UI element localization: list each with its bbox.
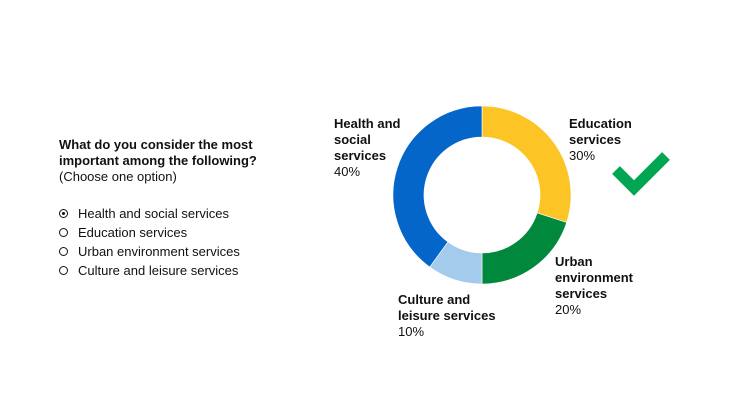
question: What do you consider the most important … xyxy=(59,137,299,185)
slice-name: Culture and leisure services xyxy=(398,292,496,323)
slice-label-culture-and-leisure: Culture and leisure services 10% xyxy=(398,292,496,340)
question-hint: (Choose one option) xyxy=(59,169,177,184)
radio-icon[interactable] xyxy=(59,247,68,256)
radio-icon[interactable] xyxy=(59,266,68,275)
slice-name: Education services xyxy=(569,116,632,147)
slice-label-education: Education services 30% xyxy=(569,116,632,164)
radio-icon[interactable] xyxy=(59,209,68,218)
option-health-and-social[interactable]: Health and social services xyxy=(59,204,240,223)
slice-name: Health and social services xyxy=(334,116,401,163)
option-culture-and-leisure[interactable]: Culture and leisure services xyxy=(59,261,240,280)
option-list: Health and social services Education ser… xyxy=(59,204,240,280)
slice-value: 10% xyxy=(398,324,425,339)
slice-label-health-and-social: Health and social services 40% xyxy=(334,116,400,180)
option-urban-environment[interactable]: Urban environment services xyxy=(59,242,240,261)
donut-slice-education-services xyxy=(481,105,572,223)
check-icon xyxy=(612,152,670,196)
slice-value: 30% xyxy=(569,148,596,163)
slice-value: 20% xyxy=(555,302,582,317)
option-label: Culture and leisure services xyxy=(78,263,239,278)
option-label: Education services xyxy=(78,225,188,240)
slice-name: Urban environment services xyxy=(555,254,634,301)
slice-value: 40% xyxy=(334,164,361,179)
donut-slice-health-and-social-services xyxy=(392,105,483,268)
donut-slice-urban-environment-services xyxy=(481,212,568,285)
option-label: Urban environment services xyxy=(78,244,240,259)
question-title: What do you consider the most important … xyxy=(59,137,257,168)
slice-label-urban-environment: Urban environment services 20% xyxy=(555,254,633,318)
radio-icon[interactable] xyxy=(59,228,68,237)
option-label: Health and social services xyxy=(78,206,230,221)
option-education[interactable]: Education services xyxy=(59,223,240,242)
